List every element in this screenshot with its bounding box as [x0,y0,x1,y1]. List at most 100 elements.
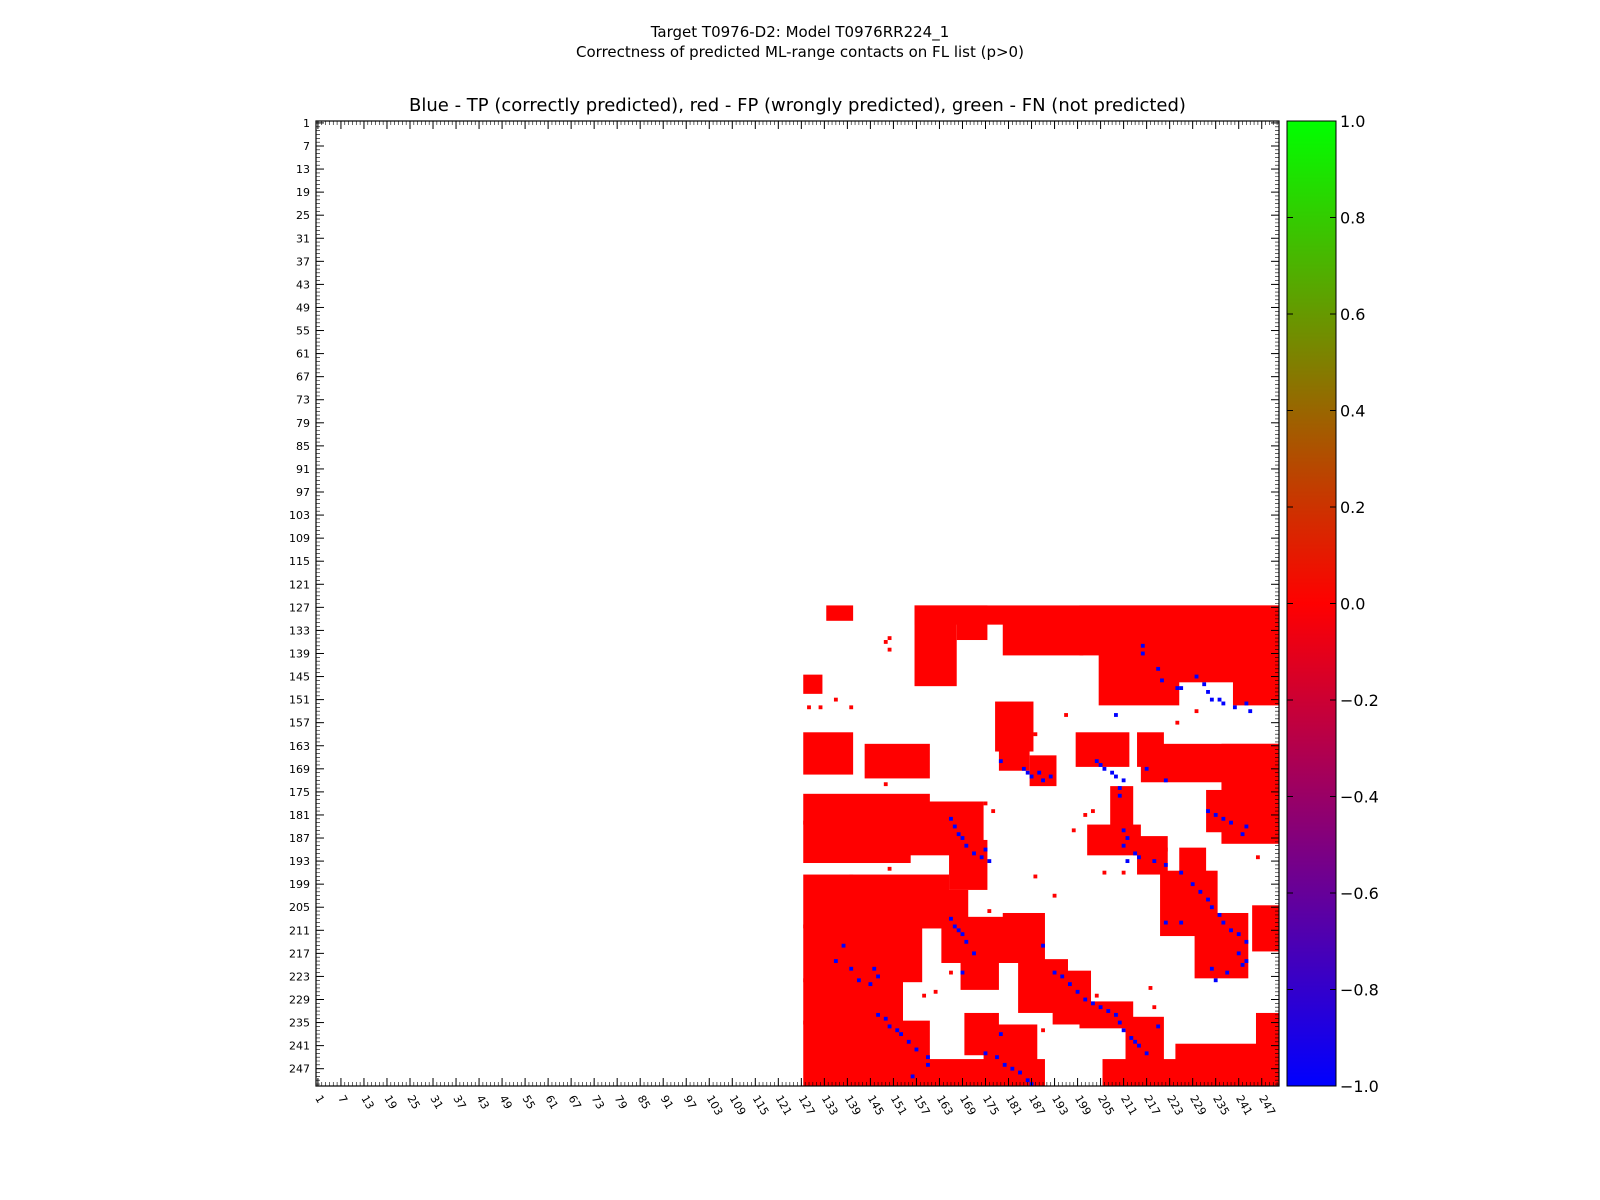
x-tick-label: 181 [1003,1093,1025,1118]
x-tick-label: 19 [381,1093,399,1112]
tp-cell [1240,962,1245,967]
tp-cell [1140,643,1145,648]
tp-cell [960,932,965,937]
y-tick-label: 49 [296,302,310,315]
y-tick-label: 43 [296,278,310,291]
tp-cell [1002,1062,1007,1067]
y-tick-label: 151 [289,694,310,707]
tp-cell [1137,1043,1141,1048]
fp-cell-region [803,924,923,983]
tp-cell [1083,997,1088,1002]
fp-cell-region [1079,605,1279,656]
x-tick-label: 85 [635,1093,653,1112]
tp-cell [1114,1012,1118,1017]
colorbar-tick-label: 0.8 [1340,209,1365,228]
y-tick-label: 157 [289,717,310,730]
fp-cell-region [1002,912,1045,963]
tp-cell [1217,912,1222,917]
tp-cell [1198,889,1203,894]
y-tick-label: 73 [296,394,310,407]
tp-cell [1229,928,1233,933]
tp-cell [1209,697,1214,702]
y-axis: 1 7 13 19 25 31 37 43 49 55 61 67 73 79 85 91 97 103 109 11… [289,117,1279,1076]
tp-cell [1156,1024,1161,1029]
tp-cell [998,1032,1003,1037]
fp-cell [883,640,888,644]
figure-title-line-2: Correctness of predicted ML-range contac… [576,43,1024,61]
fp-cell [1255,855,1260,860]
x-tick-label: 199 [1072,1093,1094,1118]
fp-cell [1102,870,1107,875]
tp-cell [868,982,873,987]
tp-cell [1041,778,1045,783]
fp-cell [818,705,823,710]
fp-cell-region [1087,824,1141,856]
fp-cell [849,874,854,879]
tp-cell [949,916,953,921]
y-tick-label: 85 [296,440,310,453]
fp-cell [1029,1024,1034,1029]
colorbar-tick-label: 0.6 [1340,305,1365,324]
fp-cell [833,697,838,702]
fp-cell [995,932,999,937]
tp-cell [1121,1028,1126,1033]
fp-cell [991,809,996,814]
colorbar-axis: 1.0 0.8 0.6 0.4 0.2 0.0 −0.2 −0.4 −0.6 −0.8 −1.0 [1287,112,1379,1096]
fp-cell [1194,709,1199,714]
x-tick-label: 175 [980,1093,1002,1118]
fp-cell-region [960,951,999,990]
tp-cell [979,855,984,860]
tp-cell [899,1032,904,1037]
fp-cell [1175,720,1180,725]
x-tick-label: 91 [658,1093,676,1112]
y-tick-label: 109 [289,532,310,545]
tp-cell [983,1051,988,1056]
y-tick-label: 187 [289,832,310,845]
tp-cell [1129,1036,1134,1040]
tp-cell [1110,770,1115,775]
fp-cell-region [803,978,903,1025]
fp-cell [1018,928,1022,933]
fp-cell [1064,713,1068,717]
x-tick-label: 79 [612,1093,630,1112]
fp-cell-region [1252,905,1279,952]
fp-cell-region [1079,1001,1134,1029]
y-tick-label: 127 [289,601,310,614]
tp-cell [1217,697,1222,702]
x-tick-label: 121 [773,1093,795,1118]
tp-cell [1041,943,1045,948]
plot-frame [315,120,1280,1087]
fp-cell [895,878,900,883]
tp-cell [1117,793,1122,798]
tp-cell [995,1055,999,1060]
tp-cell [1029,774,1034,779]
tp-cell [1052,970,1057,975]
fp-cell [818,1012,823,1017]
fp-cell-region [949,839,988,890]
colorbar-tick-label: 0.2 [1340,498,1365,517]
tp-cell [914,1047,919,1052]
tp-cell [1060,974,1065,979]
fp-cell-region [1110,786,1134,837]
tp-cell [987,859,992,864]
tp-cell [1206,897,1210,902]
fp-cell-region [803,674,823,694]
x-tick-label: 169 [957,1093,979,1118]
x-tick-label: 25 [404,1093,422,1112]
fp-cell [895,839,900,844]
colorbar-tick-label: 0.0 [1340,595,1365,614]
tp-cell [1152,859,1157,864]
chart-title: Blue - TP (correctly predicted), red - F… [409,95,1186,116]
y-tick-label: 79 [296,417,310,430]
x-tick-label: 43 [474,1093,492,1112]
fp-cell-region [1137,836,1168,875]
x-tick-label: 205 [1095,1093,1117,1118]
fp-cell [887,647,892,652]
x-tick-label: 49 [497,1093,515,1112]
fp-cell [1025,939,1030,944]
y-tick-label: 31 [296,232,310,245]
tp-cell [1213,978,1218,983]
fp-cell [1152,1005,1157,1010]
tp-cell [1133,851,1138,856]
y-tick-label: 55 [296,325,310,338]
